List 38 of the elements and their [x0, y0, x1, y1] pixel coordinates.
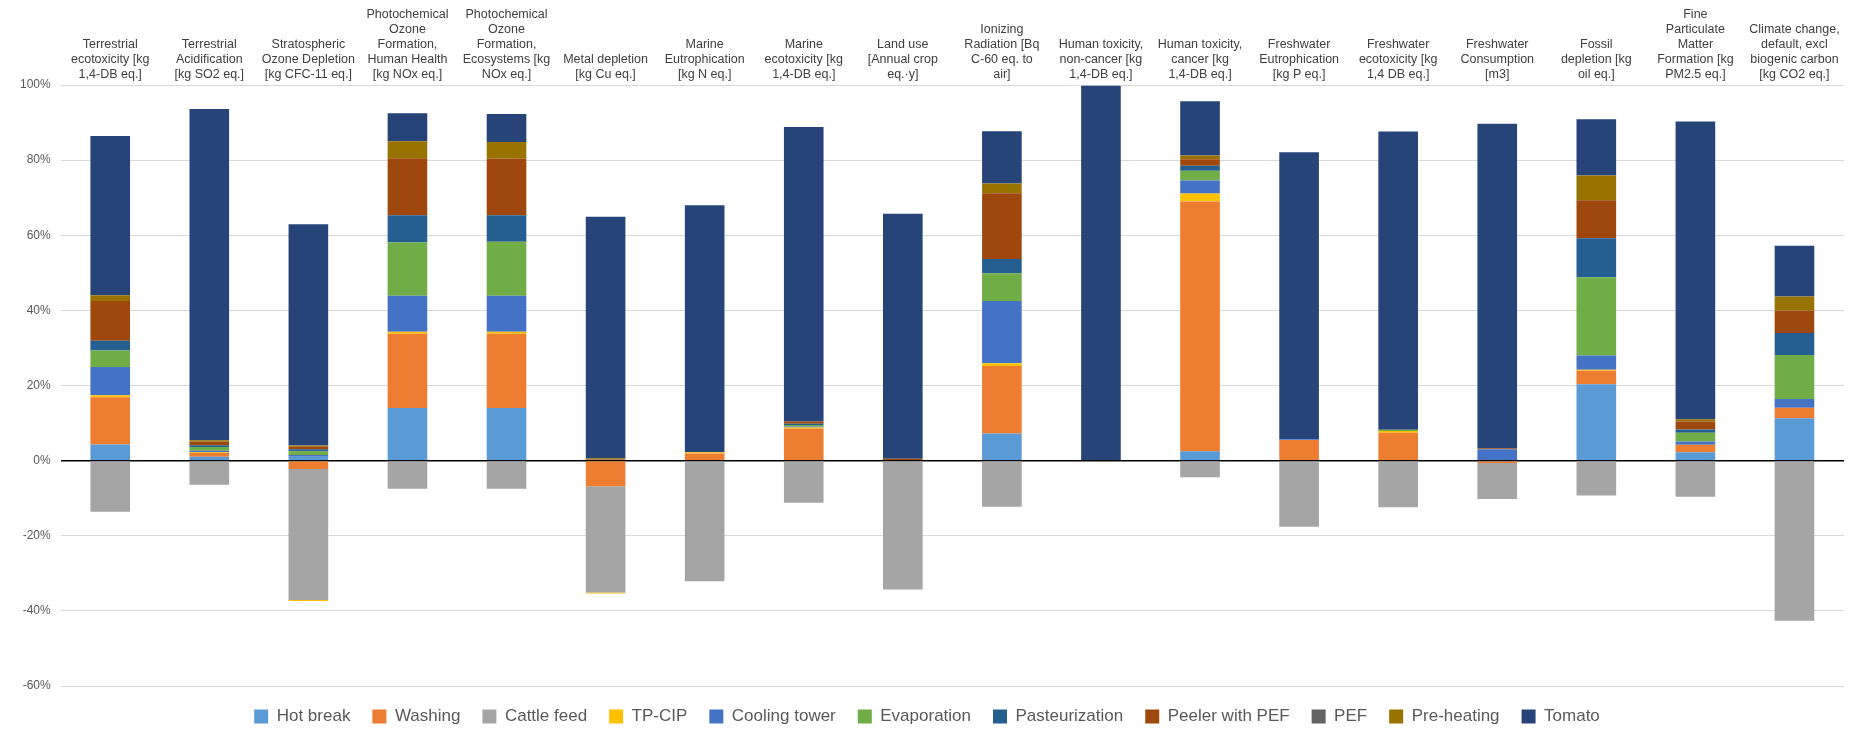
legend-label: Cattle feed: [504, 706, 588, 726]
x-tick-label: Stratospheric Ozone Depletion [kg CFC-11 eq.]: [261, 36, 355, 81]
x-tick-label: Land use [Annual crop eq.·y]: [867, 36, 938, 81]
x-tick-label: Freshwater ecotoxicity [kg 1,4 DB eq.]: [1358, 36, 1438, 81]
y-tick-label: 100%: [19, 77, 52, 92]
x-tick-label: Fossil depletion [kg oil eq.]: [1560, 36, 1632, 81]
x-tick-label: Human toxicity, non-cancer [kg 1,4-DB eq.]: [1058, 36, 1144, 81]
legend-label: Pre-heating: [1411, 706, 1500, 726]
x-tick-label: Climate change, default, excl biogenic carbon [kg CO2 eq.]: [1749, 21, 1840, 81]
y-tick-label: 40%: [26, 302, 52, 317]
legend-label: Washing: [394, 706, 461, 726]
y-tick-label: 20%: [26, 377, 52, 392]
x-tick-label: Metal depletion [kg Cu eq.]: [563, 51, 649, 81]
x-tick-label: Photochemical Ozone Formation, Human Health [kg NOx eq.]: [366, 6, 449, 81]
y-tick-label: -40%: [22, 603, 52, 618]
legend-label: Peeler with PEF: [1167, 706, 1290, 726]
x-tick-label: Freshwater Consumption [m3]: [1460, 36, 1535, 81]
legend-label: TP-CIP: [631, 706, 688, 726]
x-tick-label: Ionizing Radiation [Bq C-60 eq. to air]: [964, 21, 1040, 81]
x-tick-label: Marine Eutrophication [kg N eq.]: [664, 36, 745, 81]
y-tick-label: 60%: [26, 227, 52, 242]
legend-label: Pasteurization: [1015, 706, 1124, 726]
y-tick-label: -60%: [22, 678, 52, 693]
x-tick-label: Marine ecotoxicity [kg 1,4-DB eq.]: [764, 36, 844, 81]
x-tick-label: Human toxicity, cancer [kg 1,4-DB eq.]: [1157, 36, 1243, 81]
legend-label: PEF: [1334, 706, 1368, 726]
x-tick-label: Photochemical Ozone Formation, Ecosystems [kg NOx eq.]: [462, 6, 551, 81]
x-tick-label: Terrestrial ecotoxicity [kg 1,4-DB eq.]: [70, 36, 150, 81]
legend-label: Cooling tower: [731, 706, 837, 726]
x-tick-label: Freshwater Eutrophication [kg P eq.]: [1259, 36, 1340, 81]
legend-label: Evaporation: [880, 706, 972, 726]
y-tick-label: -20%: [22, 528, 52, 543]
legend-label: Tomato: [1544, 706, 1600, 726]
legend-label: Hot break: [276, 706, 351, 726]
x-tick-label: Fine Particulate Matter Formation [kg PM2.5 eq.]: [1657, 6, 1734, 81]
y-tick-label: 80%: [26, 152, 52, 167]
x-tick-label: Terrestrial Acidification [kg SO2 eq.]: [174, 36, 245, 81]
y-tick-label: 0%: [33, 452, 52, 467]
